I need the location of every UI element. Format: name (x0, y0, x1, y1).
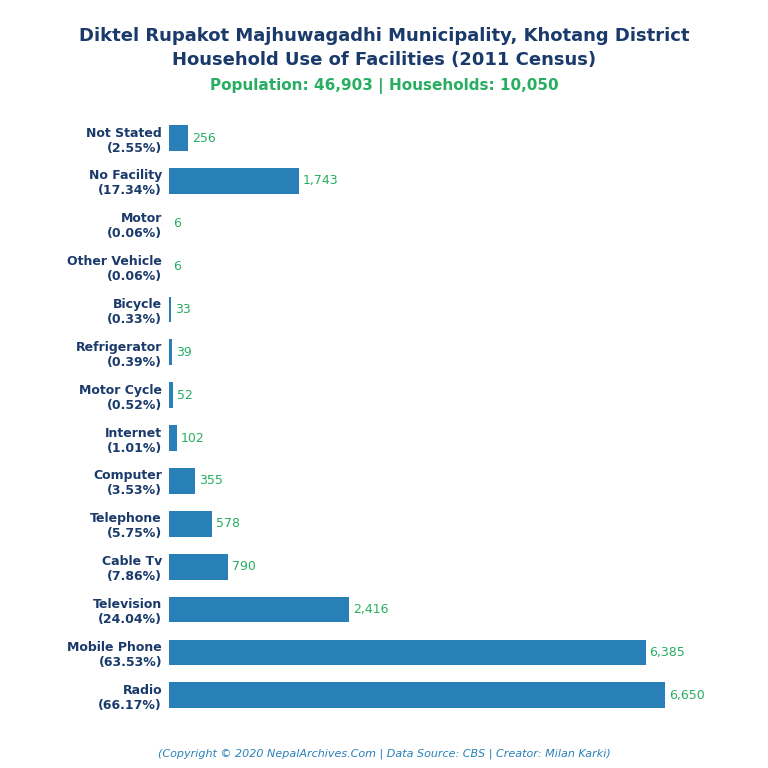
Text: 33: 33 (175, 303, 191, 316)
Text: 355: 355 (199, 475, 223, 488)
Text: 52: 52 (177, 389, 193, 402)
Text: Population: 46,903 | Households: 10,050: Population: 46,903 | Households: 10,050 (210, 78, 558, 94)
Text: 6,650: 6,650 (669, 689, 705, 702)
Bar (169, 511, 212, 537)
Text: 2,416: 2,416 (353, 603, 389, 616)
Text: Household Use of Facilities (2011 Census): Household Use of Facilities (2011 Census… (172, 51, 596, 69)
Text: 6: 6 (173, 217, 181, 230)
Text: Diktel Rupakot Majhuwagadhi Municipality, Khotang District: Diktel Rupakot Majhuwagadhi Municipality… (79, 27, 689, 45)
Bar (169, 554, 228, 580)
Text: 6: 6 (173, 260, 181, 273)
Text: (Copyright © 2020 NepalArchives.Com | Data Source: CBS | Creator: Milan Karki): (Copyright © 2020 NepalArchives.Com | Da… (157, 748, 611, 759)
Bar (169, 468, 196, 494)
Text: 1,743: 1,743 (303, 174, 339, 187)
Bar (169, 597, 349, 622)
Text: 6,385: 6,385 (650, 646, 685, 659)
Text: 578: 578 (216, 518, 240, 531)
Text: 39: 39 (176, 346, 191, 359)
Bar (169, 382, 173, 408)
Text: 256: 256 (192, 131, 216, 144)
Bar (169, 339, 172, 366)
Bar (169, 296, 171, 323)
Bar (169, 168, 299, 194)
Bar (169, 683, 666, 708)
Text: 102: 102 (180, 432, 204, 445)
Bar (169, 125, 188, 151)
Bar (169, 640, 646, 665)
Bar (169, 425, 177, 451)
Text: 790: 790 (232, 560, 256, 573)
